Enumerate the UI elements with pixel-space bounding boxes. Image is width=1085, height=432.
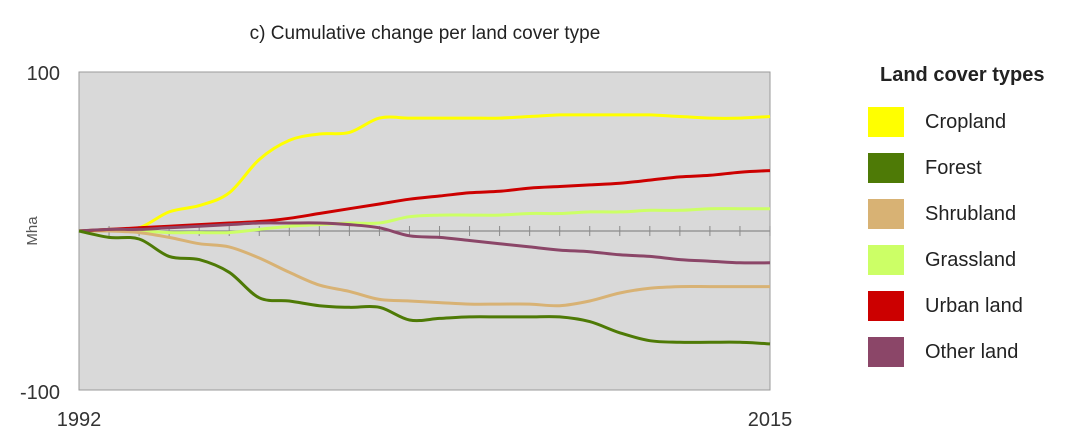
legend-label-grassland: Grassland [925,248,1017,271]
x-tick-label-start: 1992 [57,409,102,431]
legend-item-shrubland: Shrubland [868,191,1083,237]
series-line-urban-land [78,169,771,233]
legend-label-forest: Forest [925,156,982,179]
legend-label-other-land: Other land [925,340,1019,363]
legend-swatch-shrubland [868,199,904,229]
line-chart: c) Cumulative change per land cover type… [20,23,793,431]
legend-item-other-land: Other land [868,329,1083,375]
legend-title: Land cover types [880,64,1045,86]
legend-swatch-grassland [868,245,904,275]
legend-swatch-other-land [868,337,904,367]
series-line-shrubland [78,229,770,308]
legend-item-forest: Forest [868,145,1083,191]
y-tick-label-max: 100 [27,63,60,85]
legend-swatch-forest [868,153,904,183]
legend-item-urban-land: Urban land [868,283,1083,329]
legend-item-cropland: Cropland [868,99,1083,145]
legend-label-urban-land: Urban land [925,294,1023,317]
legend-label-cropland: Cropland [925,110,1007,133]
series-layer [78,113,771,346]
legend-swatch-cropland [868,107,904,137]
series-line-cropland [78,113,771,233]
series-line-forest [78,229,771,346]
chart-title: c) Cumulative change per land cover type [250,23,601,44]
y-axis-label: Mha [24,216,41,246]
legend-swatch-urban-land [868,291,904,321]
legend-item-grassland: Grassland [868,237,1083,283]
x-tick-label-end: 2015 [748,409,793,431]
legend: Land cover types Cropland Forest Shrubla… [868,64,1083,375]
series-line-other-land [78,221,771,265]
series-line-grassland [79,207,770,235]
y-tick-label-min: -100 [20,382,60,404]
legend-label-shrubland: Shrubland [925,202,1017,225]
zero-axis [79,226,771,236]
